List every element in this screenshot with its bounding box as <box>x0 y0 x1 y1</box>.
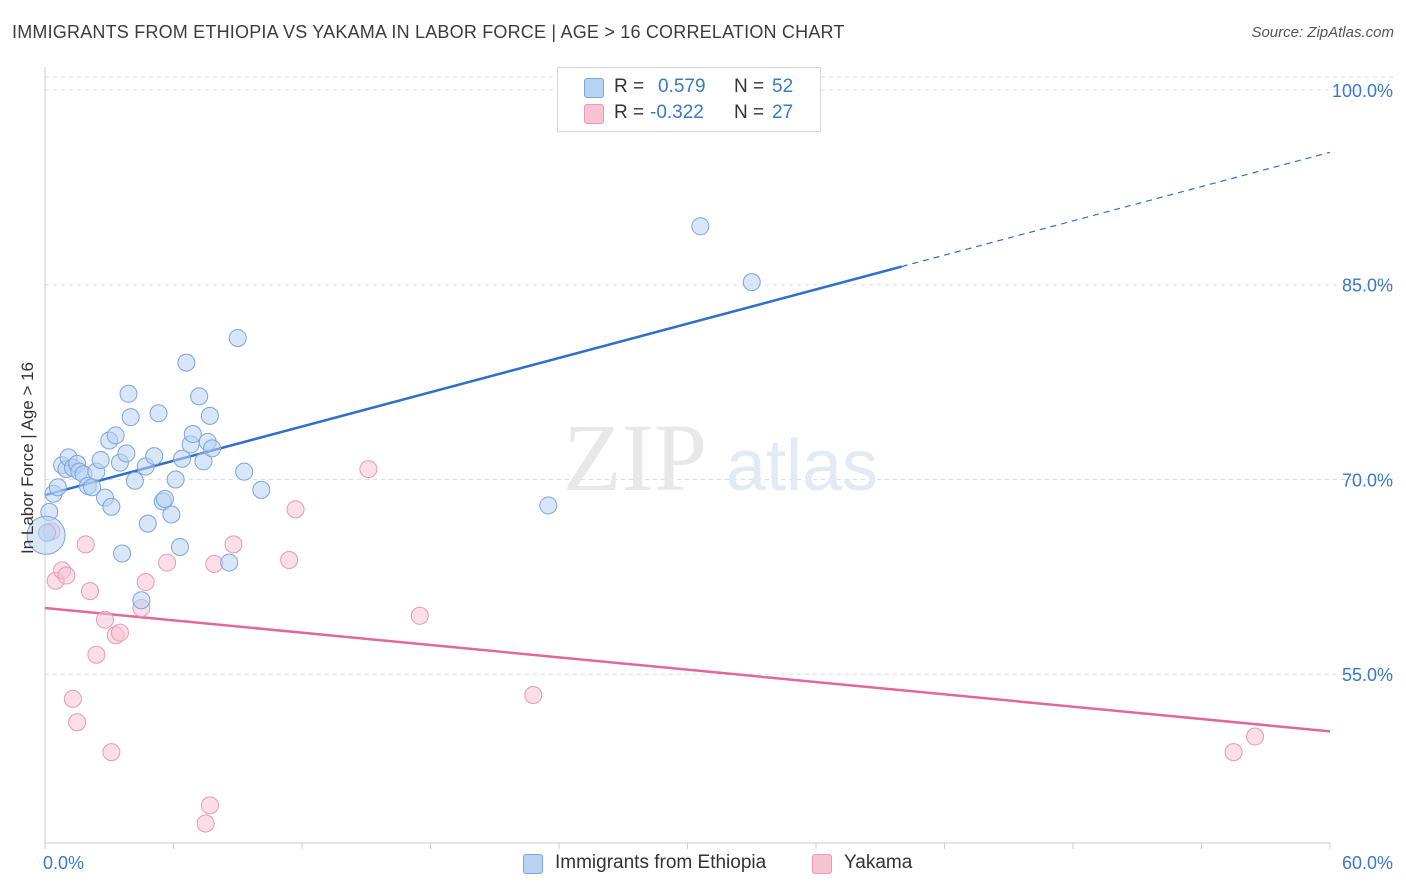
y-tick-labels: 55.0% 70.0% 85.0% 100.0% <box>1332 81 1393 685</box>
point-ethiopia <box>145 447 164 466</box>
point-yakama <box>1224 743 1243 762</box>
source-note: Source: ZipAtlas.com <box>1251 24 1394 41</box>
point-ethiopia <box>194 452 213 471</box>
point-ethiopia <box>119 384 138 403</box>
legend-r-label: R = <box>614 102 645 123</box>
point-ethiopia <box>106 426 125 445</box>
point-yakama <box>280 550 299 569</box>
point-yakama <box>286 500 305 519</box>
x-tick-label: 60.0% <box>1342 853 1393 873</box>
point-ethiopia <box>173 449 192 468</box>
point-ethiopia <box>203 439 222 458</box>
y-tick-label: 85.0% <box>1342 276 1393 296</box>
point-yakama <box>110 623 129 642</box>
point-yakama <box>1246 727 1265 746</box>
point-ethiopia <box>26 515 66 555</box>
bottom-legend-swatch-yakama <box>812 854 832 874</box>
point-ethiopia <box>121 408 140 427</box>
x-tick-labels: 0.0% 60.0% <box>43 853 1393 873</box>
legend-r-value: 0.579 <box>658 76 706 97</box>
legend-swatch-ethiopia <box>584 78 604 98</box>
point-ethiopia <box>162 505 181 524</box>
point-ethiopia <box>91 451 110 469</box>
legend-r-value: -0.322 <box>650 102 704 123</box>
point-ethiopia <box>177 353 196 372</box>
legend-n-label: N = <box>734 102 765 123</box>
point-ethiopia <box>48 478 67 497</box>
point-yakama <box>200 796 219 815</box>
bottom-legend-swatch-ethiopia <box>523 854 543 874</box>
legend-r-label: R = <box>614 76 645 97</box>
point-ethiopia <box>691 217 710 236</box>
point-yakama <box>196 814 215 833</box>
point-ethiopia <box>113 544 132 563</box>
point-ethiopia <box>155 489 174 508</box>
point-yakama <box>205 554 224 573</box>
trendline-ethiopia-extension <box>901 151 1331 268</box>
point-yakama <box>410 606 429 625</box>
point-ethiopia <box>183 425 202 444</box>
x-tick-label: 0.0% <box>43 853 84 873</box>
point-yakama <box>95 610 114 629</box>
point-yakama <box>57 566 76 585</box>
point-ethiopia <box>235 462 254 481</box>
point-yakama <box>76 535 95 554</box>
point-ethiopia <box>117 444 136 463</box>
legend-swatch-yakama <box>584 104 604 124</box>
point-ethiopia <box>228 328 247 347</box>
points <box>26 217 1265 833</box>
watermark: ZIP atlas <box>563 404 878 511</box>
point-ethiopia <box>742 273 761 292</box>
y-axis-label: In Labor Force | Age > 16 <box>18 361 37 555</box>
point-ethiopia <box>220 553 239 572</box>
stats-legend: R = 0.579 N = 52 R = -0.322 N = 27 <box>557 67 821 132</box>
watermark-zip: ZIP <box>563 404 707 511</box>
point-yakama <box>68 713 87 732</box>
point-ethiopia <box>102 497 121 516</box>
legend-n-label: N = <box>734 76 765 97</box>
point-ethiopia <box>252 480 271 499</box>
point-yakama <box>136 573 155 592</box>
trendline-yakama <box>44 606 1331 733</box>
watermark-atlas: atlas <box>726 426 878 506</box>
chart-title: IMMIGRANTS FROM ETHIOPIA VS YAKAMA IN LA… <box>12 22 845 42</box>
axes <box>44 67 1331 849</box>
point-ethiopia <box>539 496 558 515</box>
point-yakama <box>63 689 82 708</box>
y-tick-label: 55.0% <box>1342 665 1393 685</box>
point-yakama <box>224 535 243 554</box>
point-yakama <box>359 460 378 479</box>
point-yakama <box>102 743 121 762</box>
point-ethiopia <box>149 404 168 423</box>
bottom-legend-label: Immigrants from Ethiopia <box>555 852 767 873</box>
point-ethiopia <box>132 591 151 610</box>
y-tick-label: 70.0% <box>1342 470 1393 490</box>
point-yakama <box>158 553 177 572</box>
point-yakama <box>524 685 543 704</box>
legend-n-value: 52 <box>772 76 794 97</box>
point-ethiopia <box>200 406 219 425</box>
point-yakama <box>87 645 106 664</box>
point-ethiopia <box>166 470 185 489</box>
point-ethiopia <box>125 471 144 490</box>
point-ethiopia <box>190 387 209 406</box>
point-ethiopia <box>138 514 157 533</box>
bottom-legend-label: Yakama <box>844 852 913 873</box>
point-ethiopia <box>170 537 189 556</box>
y-tick-label: 100.0% <box>1332 81 1393 101</box>
legend-n-value: 27 <box>772 102 794 123</box>
gridlines <box>45 76 1395 675</box>
point-yakama <box>80 582 99 601</box>
